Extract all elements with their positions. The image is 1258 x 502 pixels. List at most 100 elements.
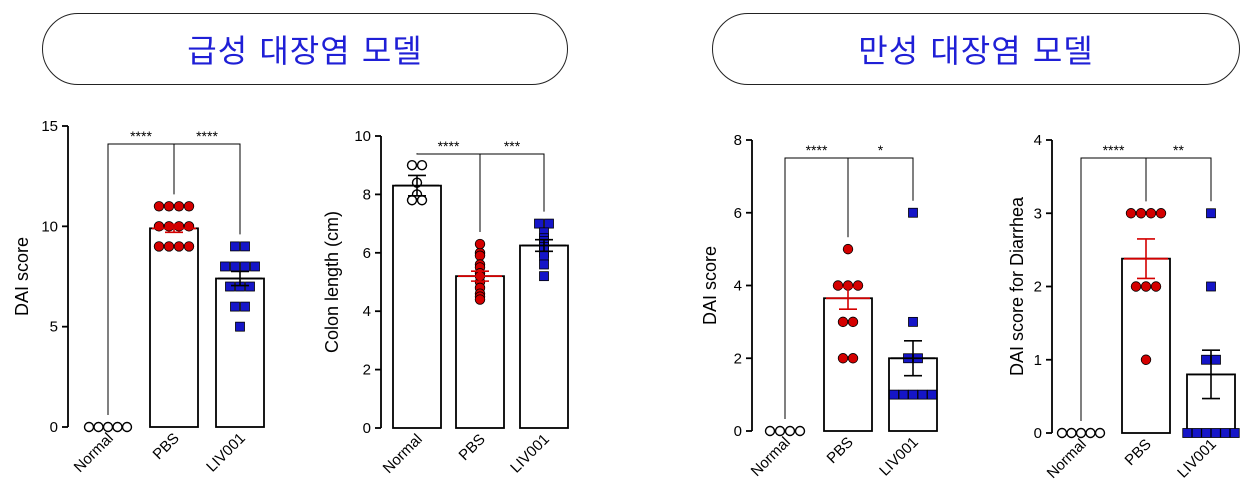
data-point-liv001: [908, 316, 918, 327]
x-tick-label-normal: Normal: [1044, 436, 1090, 482]
data-point-pbs: [474, 250, 486, 261]
y-axis-label: DAI score: [12, 237, 32, 316]
bar-normal: [392, 184, 442, 429]
data-point-liv001: [889, 389, 899, 400]
x-tick-label-liv001: LIV001: [203, 430, 249, 476]
significance-bracket: [173, 143, 241, 235]
data-point-normal: [794, 425, 806, 437]
significance-label: ****: [130, 128, 152, 144]
y-tick-label: 2: [1034, 279, 1042, 296]
data-point-normal: [93, 421, 104, 433]
data-point-pbs: [1140, 281, 1152, 292]
y-axis-label: DAI score for Diarrhea: [1007, 196, 1027, 376]
data-point-pbs: [1155, 208, 1167, 219]
data-point-pbs: [1135, 208, 1147, 219]
data-point-liv001: [1201, 354, 1211, 365]
data-point-pbs: [183, 241, 195, 252]
bar-pbs: [823, 297, 873, 432]
y-tick-label: 8: [734, 132, 742, 149]
data-point-pbs: [837, 316, 849, 328]
chart-panel-1: 0 5 10 15 DAI score **** **** Normal PBS LIV001: [12, 118, 265, 476]
y-tick-label: 3: [1034, 205, 1042, 222]
data-point-pbs: [163, 201, 175, 212]
data-point-normal: [83, 421, 95, 433]
y-tick-label: 4: [363, 303, 371, 320]
data-point-liv001: [927, 389, 937, 400]
data-point-liv001: [539, 271, 549, 282]
data-point-normal: [774, 425, 786, 437]
y-tick-label: 2: [734, 350, 742, 367]
data-point-pbs: [1125, 208, 1137, 219]
data-point-normal: [416, 195, 428, 206]
y-tick-label: 4: [1034, 132, 1042, 149]
data-point-liv001: [230, 301, 240, 312]
y-tick-label: 10: [41, 218, 58, 235]
significance-label: ****: [1103, 142, 1125, 158]
data-point-liv001: [1229, 428, 1240, 438]
x-tick-label-normal: Normal: [71, 430, 117, 476]
data-point-liv001: [230, 241, 240, 252]
data-point-liv001: [235, 321, 245, 332]
data-point-pbs: [183, 221, 195, 232]
data-point-liv001: [225, 281, 235, 292]
data-point-liv001: [220, 261, 230, 272]
data-point-pbs: [837, 353, 849, 364]
data-point-pbs: [847, 353, 859, 364]
data-point-pbs: [1140, 354, 1152, 365]
x-tick-label-liv001: LIV001: [876, 434, 922, 480]
data-point-liv001: [1201, 428, 1212, 438]
data-point-liv001: [240, 241, 250, 252]
data-point-liv001: [240, 261, 250, 272]
data-point-liv001: [917, 389, 928, 400]
significance-bracket: [847, 157, 914, 238]
data-point-liv001: [539, 259, 549, 270]
significance-label: ****: [196, 128, 218, 144]
data-point-pbs: [832, 280, 844, 291]
x-tick-label-pbs: PBS: [824, 434, 857, 467]
acute-colitis-model-header: 급성 대장염 모델: [42, 13, 568, 85]
y-tick-label: 15: [41, 118, 58, 135]
data-point-normal: [1056, 427, 1068, 439]
y-axis-label: Colon length (cm): [322, 211, 342, 353]
data-point-pbs: [163, 221, 175, 232]
x-tick-label-liv001: LIV001: [507, 431, 553, 477]
significance-bracket: [1145, 157, 1212, 202]
x-tick-label-liv001: LIV001: [1174, 436, 1220, 482]
significance-label: ****: [438, 138, 460, 154]
data-point-pbs: [842, 243, 854, 255]
data-point-liv001: [908, 389, 918, 400]
y-tick-label: 4: [734, 278, 742, 295]
y-tick-label: 2: [363, 362, 371, 379]
x-tick-label-normal: Normal: [380, 431, 426, 477]
bar-liv001: [215, 277, 265, 428]
y-tick-label: 0: [50, 419, 58, 436]
data-point-normal: [1066, 427, 1077, 439]
data-point-normal: [764, 425, 776, 437]
bar-pbs: [149, 227, 199, 428]
data-point-pbs: [163, 241, 175, 252]
significance-label: *: [878, 142, 884, 158]
x-tick-label-pbs: PBS: [150, 430, 183, 463]
data-point-pbs: [153, 221, 165, 232]
significance-label: ***: [504, 138, 521, 154]
data-point-normal: [406, 159, 418, 171]
data-point-pbs: [153, 241, 165, 252]
x-tick-label-pbs: PBS: [1122, 436, 1155, 469]
y-tick-label: 6: [363, 245, 371, 262]
y-tick-label: 5: [50, 319, 58, 336]
x-tick-label-pbs: PBS: [456, 431, 489, 464]
data-point-liv001: [1206, 281, 1216, 292]
data-point-pbs: [474, 238, 486, 250]
y-axis-label: DAI score: [700, 246, 720, 325]
data-point-pbs: [852, 280, 864, 291]
data-point-pbs: [474, 294, 486, 305]
data-point-pbs: [153, 201, 165, 212]
data-point-pbs: [173, 221, 185, 232]
data-point-liv001: [1211, 354, 1221, 365]
data-point-normal: [1094, 427, 1106, 439]
data-point-liv001: [1220, 428, 1231, 438]
